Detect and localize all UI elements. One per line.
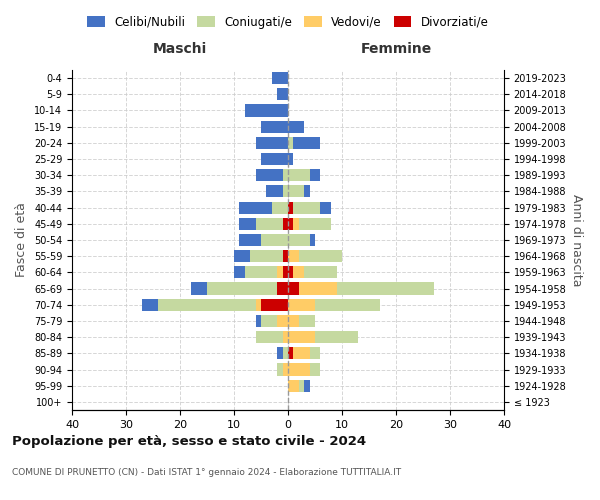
Bar (288, 380, 299, 392)
Bar (277, 266, 283, 278)
Bar (299, 380, 304, 392)
Bar (277, 364, 283, 376)
Bar (320, 202, 331, 213)
Bar (293, 137, 320, 149)
Bar (288, 153, 293, 165)
Text: Maschi: Maschi (153, 42, 207, 56)
Bar (337, 282, 434, 294)
Bar (310, 234, 315, 246)
Bar (288, 120, 304, 132)
Bar (239, 218, 256, 230)
Bar (239, 234, 261, 246)
Bar (288, 298, 315, 311)
Bar (288, 218, 293, 230)
Bar (293, 218, 299, 230)
Y-axis label: Fasce di età: Fasce di età (16, 202, 28, 278)
Bar (261, 153, 288, 165)
Bar (304, 380, 310, 392)
Bar (261, 234, 288, 246)
Bar (256, 315, 261, 327)
Bar (256, 331, 283, 343)
Bar (310, 348, 320, 360)
Bar (239, 202, 272, 213)
Bar (272, 72, 288, 84)
Bar (283, 348, 288, 360)
Bar (304, 186, 310, 198)
Bar (256, 137, 288, 149)
Bar (304, 266, 337, 278)
Bar (283, 250, 288, 262)
Bar (142, 298, 158, 311)
Bar (234, 250, 250, 262)
Bar (277, 348, 283, 360)
Bar (288, 186, 304, 198)
Bar (310, 364, 320, 376)
Text: Femmine: Femmine (361, 42, 431, 56)
Bar (266, 186, 283, 198)
Bar (283, 186, 288, 198)
Bar (299, 282, 337, 294)
Bar (277, 282, 288, 294)
Bar (207, 282, 277, 294)
Bar (288, 202, 293, 213)
Bar (288, 315, 299, 327)
Bar (245, 104, 288, 117)
Bar (234, 266, 245, 278)
Bar (261, 315, 277, 327)
Bar (288, 348, 293, 360)
Bar (288, 137, 293, 149)
Bar (299, 218, 331, 230)
Bar (158, 298, 256, 311)
Bar (288, 331, 315, 343)
Bar (299, 315, 315, 327)
Bar (288, 282, 299, 294)
Bar (277, 315, 288, 327)
Bar (315, 298, 380, 311)
Bar (293, 202, 320, 213)
Bar (261, 120, 288, 132)
Bar (256, 169, 283, 181)
Legend: Celibi/Nubili, Coniugati/e, Vedovi/e, Divorziati/e: Celibi/Nubili, Coniugati/e, Vedovi/e, Di… (83, 11, 493, 34)
Bar (277, 88, 288, 101)
Bar (191, 282, 207, 294)
Text: Popolazione per età, sesso e stato civile - 2024: Popolazione per età, sesso e stato civil… (12, 435, 366, 448)
Bar (293, 348, 310, 360)
Bar (288, 234, 310, 246)
Bar (283, 266, 288, 278)
Y-axis label: Anni di nascita: Anni di nascita (570, 194, 583, 286)
Bar (256, 218, 283, 230)
Bar (299, 250, 342, 262)
Bar (283, 331, 288, 343)
Bar (250, 250, 283, 262)
Bar (288, 364, 310, 376)
Bar (288, 169, 310, 181)
Bar (283, 364, 288, 376)
Bar (245, 266, 277, 278)
Bar (288, 250, 299, 262)
Bar (310, 169, 320, 181)
Bar (261, 298, 288, 311)
Bar (283, 169, 288, 181)
Bar (283, 218, 288, 230)
Bar (256, 298, 261, 311)
Bar (293, 266, 304, 278)
Bar (272, 202, 288, 213)
Bar (288, 266, 293, 278)
Text: COMUNE DI PRUNETTO (CN) - Dati ISTAT 1° gennaio 2024 - Elaborazione TUTTITALIA.I: COMUNE DI PRUNETTO (CN) - Dati ISTAT 1° … (12, 468, 401, 477)
Bar (315, 331, 358, 343)
